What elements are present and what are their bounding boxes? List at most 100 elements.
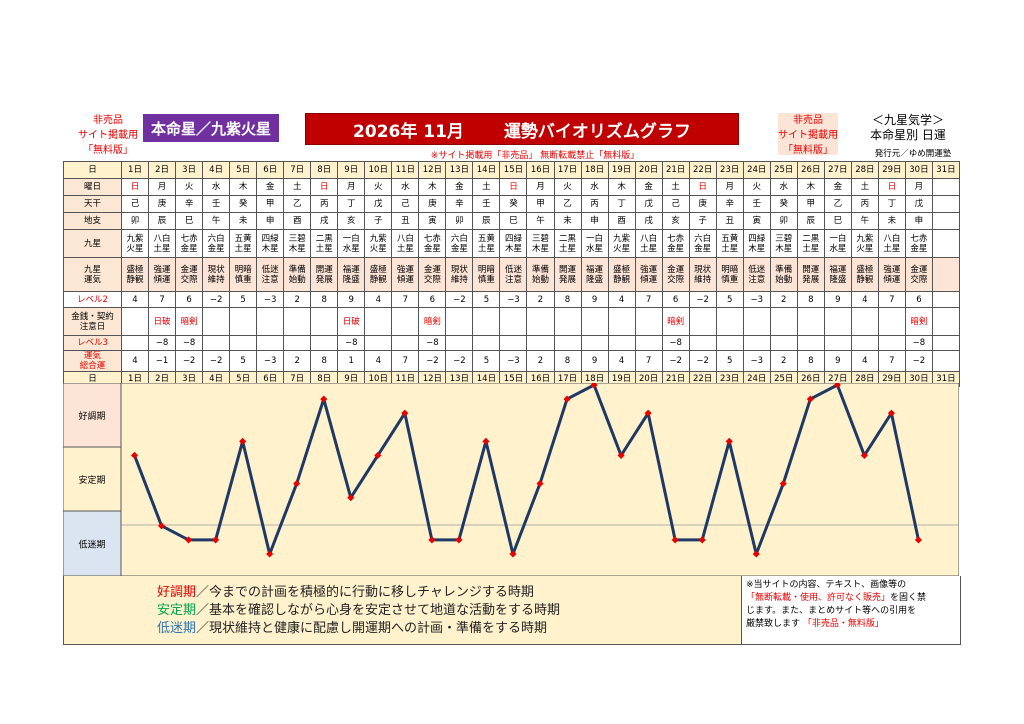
cell-level3 <box>580 335 609 351</box>
cell-stars: 九紫 火星 <box>850 229 879 258</box>
cell-level2: 2 <box>769 291 798 308</box>
cell-stems: 甲 <box>256 195 285 213</box>
cell-stems: 乙 <box>823 195 852 213</box>
brand-line-1: ＜九星気学＞ <box>871 113 944 127</box>
cell-weekdays: 金 <box>823 178 852 196</box>
right-note-line-1: 非売品 <box>793 115 823 126</box>
cell-branches: 巳 <box>175 212 204 230</box>
cell-level2: 8 <box>310 291 339 308</box>
legend-good-word: 好調期 <box>157 585 197 600</box>
cell-days: 3日 <box>175 161 204 179</box>
cell-level3 <box>877 335 906 351</box>
cell-totals: 5 <box>715 350 744 372</box>
cell-branches: 卯 <box>769 212 798 230</box>
cell-totals <box>931 350 960 372</box>
cell-weekdays: 水 <box>769 178 798 196</box>
cell-days: 16日 <box>526 161 555 179</box>
cell-money <box>472 307 501 336</box>
note-line-2: 「無断転載・使用、許可なく販売」を固く禁 <box>746 592 956 605</box>
cell-stars: 一白 水星 <box>823 229 852 258</box>
cell-level2: 9 <box>337 291 366 308</box>
legend-stable: 安定期／基本を確認しながら心身を安定させて地道な活動をする時期 <box>157 602 560 620</box>
row-label-day: 日 <box>63 161 122 179</box>
cell-totals: 7 <box>391 350 420 372</box>
cell-stems: 辛 <box>445 195 474 213</box>
cell-totals: −3 <box>499 350 528 372</box>
cell-branches: 辰 <box>148 212 177 230</box>
cell-branches: 申 <box>256 212 285 230</box>
cell-days: 8日 <box>310 161 339 179</box>
row-label-money: 金銭・契約 注意日 <box>63 307 122 336</box>
cell-stars: 七赤 金星 <box>904 229 933 258</box>
cell-money: 日破 <box>148 307 177 336</box>
cell-level3 <box>202 335 231 351</box>
cell-fortunes: 金運 交際 <box>904 257 933 292</box>
cell-level3 <box>391 335 420 351</box>
cell-days: 19日 <box>607 161 636 179</box>
cell-level3 <box>445 335 474 351</box>
cell-totals: 1 <box>337 350 366 372</box>
data-point-22 <box>698 536 706 544</box>
cell-totals: −2 <box>202 350 231 372</box>
title-main: 運勢バイオリズムグラフ <box>503 121 691 142</box>
cell-weekdays: 月 <box>526 178 555 196</box>
data-point-24 <box>752 550 760 558</box>
cell-totals: 8 <box>310 350 339 372</box>
cell-branches: 午 <box>526 212 555 230</box>
cell-stems: 壬 <box>472 195 501 213</box>
row-stems: 天干己庚辛壬癸甲乙丙丁戊己庚辛壬癸甲乙丙丁戊己庚辛壬癸甲乙丙丁戊 <box>63 195 960 213</box>
cell-fortunes: 明暗 慎重 <box>715 257 744 292</box>
data-point-18 <box>590 383 598 389</box>
cell-days: 27日 <box>823 161 852 179</box>
cell-days: 22日 <box>688 161 717 179</box>
cell-branches: 子 <box>688 212 717 230</box>
cell-money <box>742 307 771 336</box>
cell-level3 <box>256 335 285 351</box>
cell-stars: 五黄 土星 <box>229 229 258 258</box>
cell-level3 <box>688 335 717 351</box>
cell-branches: 丑 <box>391 212 420 230</box>
data-point-9 <box>347 494 355 502</box>
cell-days: 25日 <box>769 161 798 179</box>
cell-weekdays: 水 <box>202 178 231 196</box>
cell-days: 11日 <box>391 161 420 179</box>
cell-stars: 六白 金星 <box>688 229 717 258</box>
cell-money <box>823 307 852 336</box>
cell-level3 <box>769 335 798 351</box>
cell-stems: 癸 <box>229 195 258 213</box>
cell-days: 28日 <box>850 161 879 179</box>
cell-days: 31日 <box>931 161 960 179</box>
cell-totals: −2 <box>445 350 474 372</box>
cell-totals: 2 <box>769 350 798 372</box>
cell-stems: 癸 <box>499 195 528 213</box>
data-point-1 <box>130 451 139 459</box>
note-line-4: 厳禁致します 「非売品・無料版」 <box>746 618 956 631</box>
data-point-2 <box>158 522 166 530</box>
cell-weekdays: 月 <box>148 178 177 196</box>
data-point-28 <box>860 451 868 459</box>
legend-area: 好調期／今までの計画を積極的に行動に移しチャレンジする時期 安定期／基本を確認し… <box>63 576 961 645</box>
cell-level2: 7 <box>877 291 906 308</box>
cell-stems: 丁 <box>877 195 906 213</box>
cell-stems: 壬 <box>202 195 231 213</box>
cell-weekdays: 土 <box>472 178 501 196</box>
cell-fortunes: 盛極 静観 <box>607 257 636 292</box>
cell-stems: 己 <box>391 195 420 213</box>
cell-fortunes: 強運 傾運 <box>391 257 420 292</box>
cell-stars: 八白 土星 <box>634 229 663 258</box>
publisher: 発行元／ゆめ開運塾 <box>874 149 952 159</box>
cell-branches: 卯 <box>445 212 474 230</box>
cell-stars: 四緑 木星 <box>499 229 528 258</box>
cell-days: 2日 <box>148 161 177 179</box>
cell-money <box>715 307 744 336</box>
cell-stars: 三碧 木星 <box>769 229 798 258</box>
band-label-low: 低迷期 <box>78 539 105 551</box>
cell-level3 <box>120 335 150 351</box>
cell-fortunes: 強運 傾運 <box>634 257 663 292</box>
cell-fortunes: 開運 発展 <box>310 257 339 292</box>
cell-level2: 9 <box>580 291 609 308</box>
cell-totals: 8 <box>796 350 825 372</box>
cell-stars: 六白 金星 <box>202 229 231 258</box>
cell-stars: 九紫 火星 <box>607 229 636 258</box>
cell-stars: 五黄 土星 <box>715 229 744 258</box>
